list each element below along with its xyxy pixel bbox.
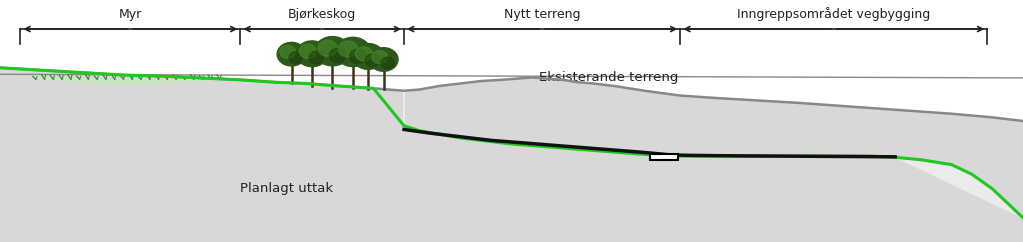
Ellipse shape: [299, 44, 316, 58]
Bar: [650, 154, 678, 160]
Text: Bjørkeskog: Bjørkeskog: [288, 8, 356, 21]
Ellipse shape: [309, 51, 323, 64]
Text: Inngreppsområdet vegbygging: Inngreppsområdet vegbygging: [738, 7, 930, 21]
Polygon shape: [20, 74, 225, 83]
Ellipse shape: [288, 52, 302, 64]
Ellipse shape: [315, 37, 350, 66]
Text: Nytt terreng: Nytt terreng: [504, 8, 580, 21]
Ellipse shape: [365, 54, 380, 67]
Ellipse shape: [381, 57, 394, 69]
Text: Planlagt uttak: Planlagt uttak: [239, 182, 333, 195]
Ellipse shape: [277, 42, 306, 66]
Text: Myr: Myr: [119, 8, 142, 21]
Polygon shape: [404, 91, 1023, 218]
Ellipse shape: [350, 49, 366, 64]
Ellipse shape: [297, 41, 327, 67]
Ellipse shape: [369, 48, 398, 71]
Ellipse shape: [329, 48, 346, 63]
Ellipse shape: [336, 37, 370, 67]
Ellipse shape: [318, 40, 338, 56]
Ellipse shape: [353, 44, 384, 69]
Text: Eksisterande terreng: Eksisterande terreng: [539, 71, 678, 84]
Ellipse shape: [371, 51, 388, 64]
Ellipse shape: [279, 45, 296, 58]
Ellipse shape: [355, 47, 372, 61]
Ellipse shape: [339, 41, 358, 57]
Polygon shape: [0, 68, 1023, 242]
